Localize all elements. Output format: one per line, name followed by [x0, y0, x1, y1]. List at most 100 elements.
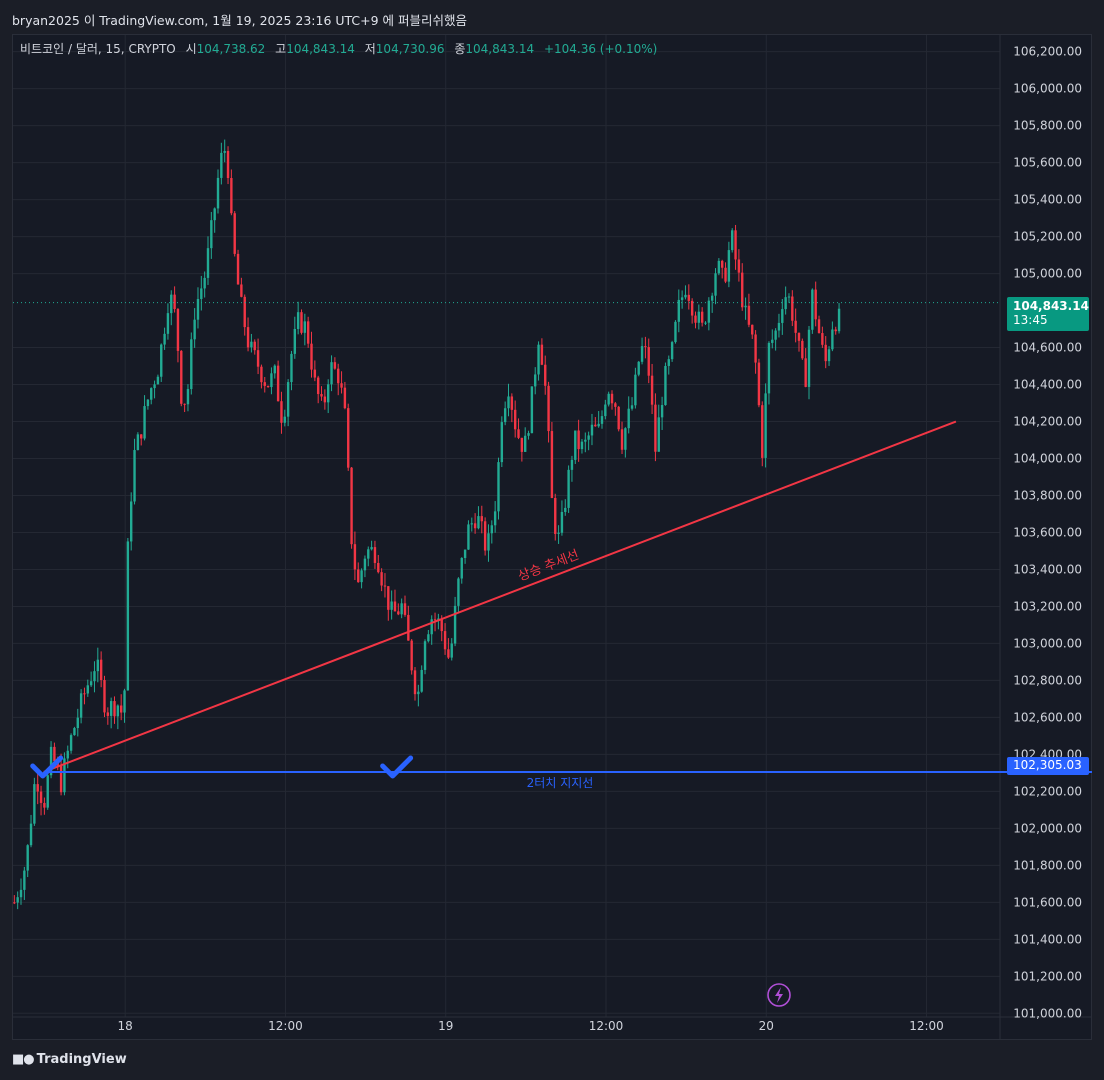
candle-body [564, 507, 567, 512]
candle-body [200, 288, 203, 300]
candle-body [347, 408, 350, 468]
candle-body [19, 889, 23, 898]
candle-body [260, 366, 263, 383]
candle-body [256, 350, 260, 367]
y-tick-label: 101,400.00 [1013, 932, 1082, 946]
trendline-label: 상승 추세선 [516, 548, 581, 585]
x-tick-label: 19 [438, 1019, 453, 1033]
candle-body [393, 601, 397, 612]
candle-body [550, 431, 554, 498]
candle-body [470, 523, 473, 525]
candle-body [180, 350, 183, 404]
candle-body [250, 341, 253, 348]
candle-body [554, 497, 557, 534]
candle-body [23, 870, 26, 890]
candle-body [380, 572, 383, 586]
candle-body [196, 299, 200, 320]
candle-body [537, 344, 540, 375]
candle-body [667, 359, 670, 366]
candle-body [400, 603, 403, 615]
support-line-label: 2터치 지지선 [527, 776, 594, 790]
candle-body [226, 151, 230, 179]
candle-body [707, 300, 711, 323]
candle-body [123, 690, 126, 713]
candle-body [176, 309, 180, 351]
candle-body [627, 408, 630, 429]
candle-body [614, 403, 617, 407]
candle-body [657, 417, 660, 452]
y-tick-label: 102,000.00 [1013, 821, 1082, 835]
candle-body [246, 327, 250, 348]
candle-body [59, 765, 63, 793]
candle-body [16, 897, 19, 903]
candle-body [146, 399, 150, 407]
high-label: 고 [275, 42, 287, 56]
candle-body [587, 435, 590, 440]
candle-body [323, 396, 327, 403]
chart-frame[interactable] [12, 34, 1092, 1040]
candle-body [480, 516, 483, 522]
candle-body [744, 305, 747, 308]
y-tick-label: 106,200.00 [1013, 45, 1082, 59]
candle-body [136, 434, 140, 451]
candle-body [704, 322, 707, 324]
candle-body [290, 353, 293, 383]
candle-body [190, 339, 193, 390]
candle-body [604, 404, 607, 417]
candle-body [734, 230, 737, 260]
y-tick-label: 103,400.00 [1013, 562, 1082, 576]
candle-body [483, 521, 487, 551]
candle-body [353, 544, 357, 570]
candle-body [160, 344, 163, 377]
candle-body [580, 441, 584, 450]
candle-body [73, 728, 76, 736]
candle-body [741, 272, 744, 308]
tradingview-logo-icon: ■● [12, 1052, 35, 1067]
candle-body [106, 712, 110, 716]
high-value: 104,843.14 [286, 42, 355, 56]
candle-body [764, 393, 767, 458]
candle-body [417, 691, 420, 695]
candle-body [507, 396, 510, 409]
x-tick-label: 12:00 [909, 1019, 944, 1033]
candle-body [567, 469, 570, 508]
candle-body [423, 641, 427, 670]
y-tick-label: 106,000.00 [1013, 82, 1082, 96]
candle-body [357, 569, 360, 583]
candle-body [761, 405, 764, 458]
candle-body [89, 681, 93, 686]
candle-body [306, 321, 310, 344]
candle-body [430, 619, 433, 635]
candle-body [266, 385, 270, 388]
candle-body [821, 333, 824, 345]
candle-body [66, 750, 69, 759]
candle-body [403, 603, 407, 615]
x-tick-label: 12:00 [589, 1019, 624, 1033]
y-tick-label: 102,200.00 [1013, 784, 1082, 798]
y-tick-label: 101,600.00 [1013, 895, 1082, 909]
candle-body [574, 430, 577, 460]
candle-body [243, 296, 246, 328]
candle-body [213, 208, 216, 221]
candle-body [390, 601, 393, 610]
symbol-label[interactable]: 비트코인 / 달러, 15, CRYPTO [20, 42, 176, 56]
candle-body [594, 424, 597, 427]
candle-body [370, 547, 373, 550]
candle-body [286, 382, 290, 417]
candle-body [610, 393, 614, 404]
candle-body [367, 549, 370, 559]
candle-body [827, 349, 831, 362]
candle-body [140, 434, 143, 439]
candle-body [754, 334, 757, 363]
tradingview-logo[interactable]: ■● TradingView [12, 1052, 127, 1067]
candle-body [771, 339, 774, 343]
candle-body [270, 373, 273, 388]
candle-body [523, 435, 527, 452]
candle-body [83, 693, 86, 695]
price-chart[interactable]: 106,200.00 106,000.00 105,800.00 105,600.00… [0, 0, 1104, 1040]
y-tick-label: 103,200.00 [1013, 599, 1082, 613]
candle-body [440, 618, 443, 632]
candle-body [757, 362, 761, 406]
candle-body [283, 416, 286, 423]
candle-body [510, 396, 514, 410]
